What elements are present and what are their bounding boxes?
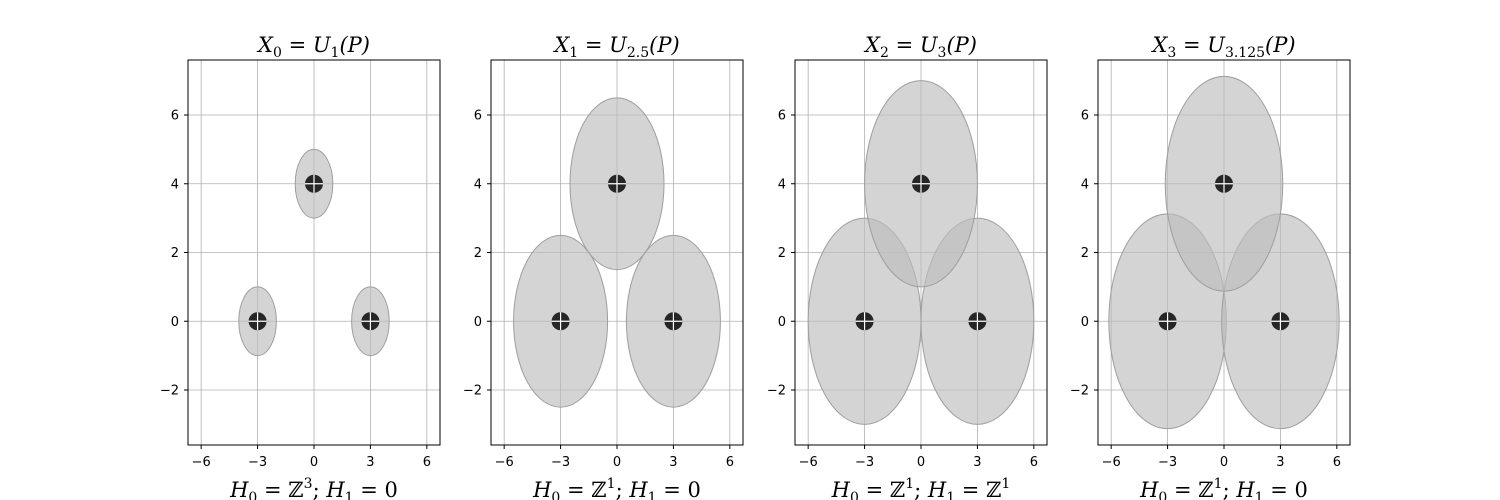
data-point xyxy=(1271,312,1290,331)
data-point xyxy=(912,174,930,193)
x-tick-label: 6 xyxy=(726,455,734,470)
x-tick-label: 3 xyxy=(366,455,374,470)
x-tick-label: 0 xyxy=(917,455,925,470)
x-tick-label: 0 xyxy=(613,455,621,470)
x-tick-label: 3 xyxy=(1276,455,1284,470)
panel-2: −6 −3 0 3 6 −2 0 2 4 6 X2 = U3(P) H0 = ℤ1; H1 = ℤ1 xyxy=(767,33,1048,500)
y-tick-label: 0 xyxy=(171,315,179,330)
homology-label: H0 = ℤ1; H1 = 0 xyxy=(532,476,701,500)
y-tick-label: −2 xyxy=(1070,384,1089,399)
y-tick-label: −2 xyxy=(463,384,482,399)
x-tick-label: −6 xyxy=(799,455,818,470)
panel-1: −6 −3 0 3 6 −2 0 2 4 6 X1 = U2.5(P) H0 = ℤ1; H1 = 0 xyxy=(463,33,744,500)
data-point xyxy=(664,312,683,331)
y-tick-label: 4 xyxy=(778,177,786,192)
y-tick-label: 6 xyxy=(778,109,786,124)
y-tick-label: 0 xyxy=(778,315,786,330)
data-point xyxy=(855,312,874,331)
panel-title: X0 = U1(P) xyxy=(256,33,370,61)
y-tick-label: −2 xyxy=(160,384,179,399)
panel-0: −6 −3 0 3 6 −2 0 2 4 6 X0 = U1(P) H0 = ℤ3; H1 = 0 xyxy=(160,33,441,500)
y-tick-label: 6 xyxy=(1081,109,1089,124)
y-tick-label: 2 xyxy=(474,246,482,261)
x-tick-label: 0 xyxy=(310,455,318,470)
x-tick-label: 6 xyxy=(1333,455,1341,470)
data-point xyxy=(361,312,380,331)
panel-3: −6 −3 0 3 6 −2 0 2 4 6 X3 = U3.125(P) H0 = ℤ1; H1 =… xyxy=(1070,33,1351,500)
homology-label: H0 = ℤ1; H1 = 0 xyxy=(1139,476,1308,500)
x-tick-label: −3 xyxy=(248,455,267,470)
y-tick-label: 4 xyxy=(1081,177,1089,192)
x-tick-label: −6 xyxy=(495,455,514,470)
homology-label: H0 = ℤ3; H1 = 0 xyxy=(229,476,398,500)
homology-label: H0 = ℤ1; H1 = ℤ1 xyxy=(831,476,1011,500)
panel-title: X2 = U3(P) xyxy=(863,33,977,61)
x-tick-label: 6 xyxy=(1030,455,1038,470)
x-tick-label: 6 xyxy=(423,455,431,470)
x-tick-label: −6 xyxy=(1102,455,1121,470)
x-tick-label: 3 xyxy=(669,455,677,470)
y-tick-label: −2 xyxy=(767,384,786,399)
y-tick-label: 6 xyxy=(171,109,179,124)
y-tick-label: 6 xyxy=(474,109,482,124)
y-tick-label: 0 xyxy=(474,315,482,330)
x-tick-label: −6 xyxy=(192,455,211,470)
data-point xyxy=(608,174,626,193)
y-tick-label: 2 xyxy=(1081,246,1089,261)
data-point xyxy=(1215,174,1233,193)
data-point xyxy=(968,312,987,331)
data-point xyxy=(1158,312,1177,331)
y-tick-label: 2 xyxy=(171,246,179,261)
x-tick-label: 0 xyxy=(1220,455,1228,470)
x-tick-label: 3 xyxy=(973,455,981,470)
panel-title: X3 = U3.125(P) xyxy=(1150,33,1295,61)
data-point xyxy=(248,312,267,331)
x-tick-label: −3 xyxy=(855,455,874,470)
y-tick-label: 2 xyxy=(778,246,786,261)
x-tick-label: −3 xyxy=(1158,455,1177,470)
x-tick-label: −3 xyxy=(551,455,570,470)
data-point xyxy=(551,312,570,331)
data-point xyxy=(305,174,323,193)
y-tick-label: 0 xyxy=(1081,315,1089,330)
y-tick-label: 4 xyxy=(171,177,179,192)
panel-title: X1 = U2.5(P) xyxy=(552,33,679,61)
y-tick-label: 4 xyxy=(474,177,482,192)
